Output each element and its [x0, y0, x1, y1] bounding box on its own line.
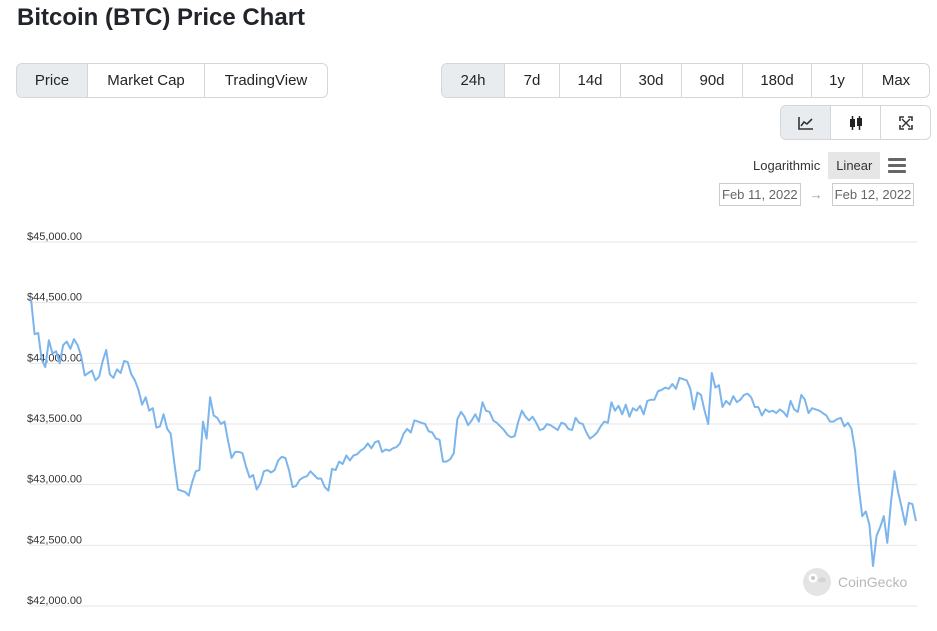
tab-tradingview[interactable]: TradingView [204, 64, 327, 97]
expand-icon [898, 115, 913, 130]
y-tick-label: $43,500.00 [27, 413, 82, 425]
watermark-text: CoinGecko [838, 574, 908, 590]
scale-linear[interactable]: Linear [828, 152, 881, 179]
range-90d[interactable]: 90d [681, 64, 742, 97]
page-title: Bitcoin (BTC) Price Chart [17, 4, 306, 31]
menu-icon[interactable] [888, 155, 907, 176]
watermark: CoinGecko [802, 567, 907, 597]
y-tick-label: $44,500.00 [27, 292, 82, 304]
price-line [30, 298, 917, 567]
view-tabs: Price Market Cap TradingView [16, 63, 328, 98]
range-180d[interactable]: 180d [742, 64, 811, 97]
y-tick-label: $45,000.00 [27, 231, 82, 243]
y-tick-label: $44,000.00 [27, 352, 82, 364]
tab-price[interactable]: Price [17, 64, 87, 97]
chart-grid [30, 241, 917, 607]
candlestick-button[interactable] [830, 106, 880, 139]
y-axis-ticks: $42,000.00 $42,500.00 $43,000.00 $43,500.00… [27, 231, 82, 607]
candlestick-icon [849, 115, 862, 130]
range-max[interactable]: Max [862, 64, 929, 97]
line-chart-button[interactable] [781, 106, 830, 139]
date-from-input[interactable]: Feb 11, 2022 [719, 183, 801, 206]
date-range: Feb 11, 2022 → Feb 12, 2022 [719, 183, 915, 206]
range-1y[interactable]: 1y [811, 64, 862, 97]
expand-button[interactable] [880, 106, 930, 139]
date-to-input[interactable]: Feb 12, 2022 [831, 183, 915, 206]
range-30d[interactable]: 30d [620, 64, 681, 97]
coingecko-logo-icon [803, 568, 831, 596]
tab-market-cap[interactable]: Market Cap [87, 64, 204, 97]
range-24h[interactable]: 24h [442, 64, 504, 97]
range-14d[interactable]: 14d [559, 64, 620, 97]
y-tick-label: $43,000.00 [27, 474, 82, 486]
line-chart-icon [797, 116, 813, 130]
scale-logarithmic[interactable]: Logarithmic [753, 158, 821, 173]
range-tabs: 24h 7d 14d 30d 90d 180d 1y Max [441, 63, 930, 98]
chart-type-buttons [780, 105, 931, 140]
scale-toggle: Logarithmic Linear [745, 152, 907, 179]
range-7d[interactable]: 7d [504, 64, 559, 97]
date-arrow: → [809, 187, 823, 202]
y-tick-label: $42,000.00 [27, 595, 82, 607]
y-tick-label: $42,500.00 [27, 534, 82, 546]
